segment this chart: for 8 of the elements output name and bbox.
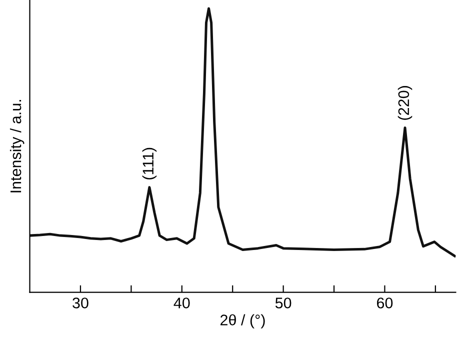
y-axis-title: Intensity / a.u. <box>10 100 24 192</box>
annotation: (111) <box>142 148 157 180</box>
x-tick-label: 50 <box>275 298 292 308</box>
x-tick-label: 30 <box>72 298 88 308</box>
x-tick-label: 60 <box>377 298 393 308</box>
x-axis-title: 2θ / (°) <box>220 314 265 328</box>
x-tick-label: 40 <box>174 298 190 308</box>
annotation: (220) <box>398 86 412 120</box>
